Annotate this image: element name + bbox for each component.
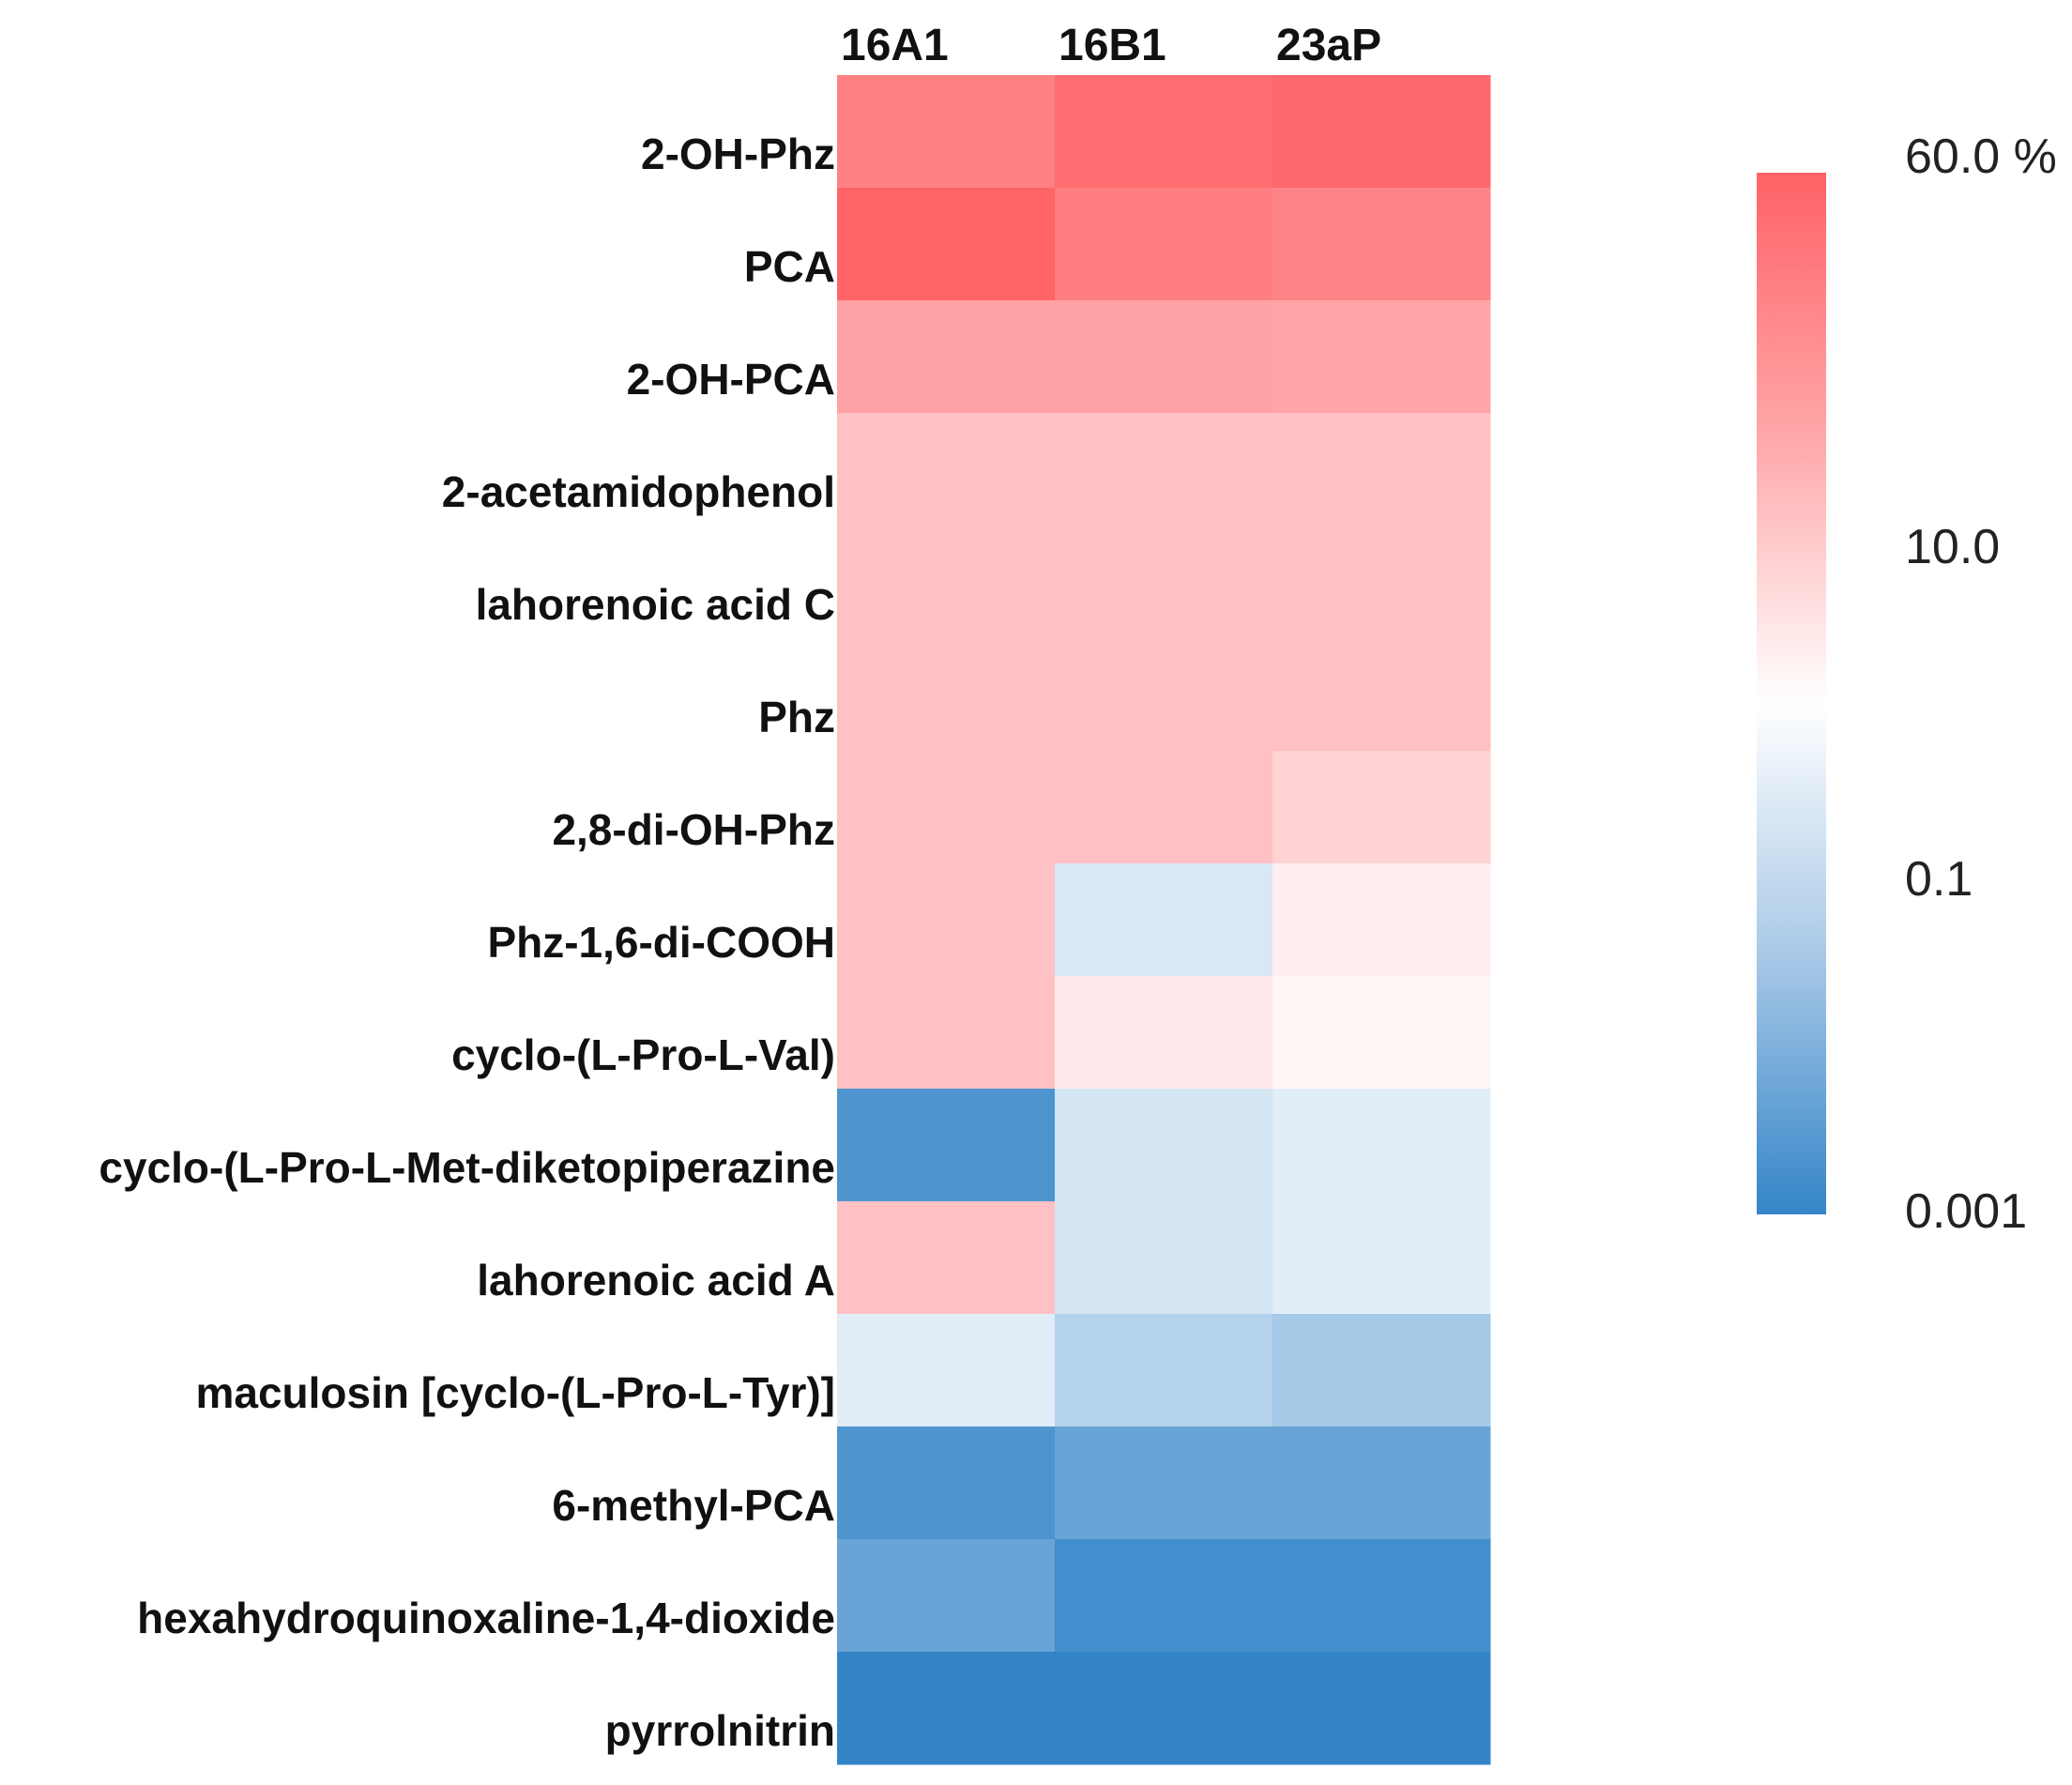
row-label: 2-OH-Phz: [641, 130, 835, 178]
heatmap-cell: [837, 638, 1056, 752]
heatmap-cell: [1272, 300, 1491, 414]
column-label: 16A1: [841, 21, 949, 70]
heatmap-cell: [1055, 1652, 1273, 1765]
colorbar: [1757, 173, 1826, 1214]
heatmap-cell: [1272, 188, 1491, 301]
heatmap-cell: [837, 300, 1056, 414]
colorbar-gradient: [1757, 173, 1826, 1214]
heatmap-cell: [1272, 413, 1491, 526]
heatmap-cell: [837, 976, 1056, 1090]
heatmap-cell: [1055, 1201, 1273, 1315]
heatmap-cell: [1272, 1539, 1491, 1653]
heatmap-cell: [1272, 976, 1491, 1090]
heatmap-cell: [1055, 1426, 1273, 1540]
heatmap-cell: [1055, 413, 1273, 526]
heatmap-cell: [1272, 1201, 1491, 1315]
heatmap-cell: [1272, 1426, 1491, 1540]
heatmap-cell: [1055, 188, 1273, 301]
heatmap-cell: [837, 1426, 1056, 1540]
heatmap-cell: [1055, 976, 1273, 1090]
column-label: 16B1: [1059, 21, 1166, 70]
row-label: 2,8-di-OH-Phz: [552, 805, 835, 854]
heatmap-cell: [1055, 526, 1273, 639]
heatmap-cell: [1272, 1652, 1491, 1765]
heatmap-cell: [837, 75, 1056, 189]
heatmap-cell: [837, 751, 1056, 864]
heatmap-cell: [1055, 300, 1273, 414]
heatmap-cell: [1272, 638, 1491, 752]
heatmap-cell: [1272, 751, 1491, 864]
heatmap-cell: [837, 863, 1056, 977]
column-label: 23aP: [1276, 21, 1381, 70]
row-label: maculosin [cyclo-(L-Pro-L-Tyr)]: [195, 1368, 835, 1417]
heatmap-cell: [837, 1539, 1056, 1653]
row-label: 6-methyl-PCA: [552, 1481, 835, 1530]
heatmap-cell: [1055, 1089, 1273, 1202]
row-label: lahorenoic acid A: [477, 1256, 835, 1304]
heatmap-cell: [837, 526, 1056, 639]
heatmap-cell: [1272, 526, 1491, 639]
row-label: cyclo-(L-Pro-L-Val): [451, 1030, 835, 1079]
column-labels: 16A1 16B1 23aP: [841, 21, 1381, 70]
row-label: 2-OH-PCA: [627, 355, 835, 404]
row-label: lahorenoic acid C: [476, 580, 835, 629]
row-label: PCA: [744, 242, 835, 291]
heatmap-cell: [1055, 1539, 1273, 1653]
colorbar-tick-label: 60.0 %: [1905, 130, 2057, 184]
heatmap-cell: [1272, 1314, 1491, 1427]
row-label: Phz-1,6-di-COOH: [487, 918, 835, 967]
heatmap-cell: [1272, 1089, 1491, 1202]
colorbar-tick-label: 0.001: [1905, 1184, 2027, 1239]
heatmap-cell: [1272, 863, 1491, 977]
heatmap-cell: [1055, 751, 1273, 864]
row-label: 2-acetamidophenol: [442, 467, 835, 516]
heatmap-cell: [837, 413, 1056, 526]
colorbar-tick-label: 10.0: [1905, 520, 2000, 574]
heatmap-cell: [837, 188, 1056, 301]
colorbar-tick-label: 0.1: [1905, 852, 1973, 907]
heatmap-cell: [837, 1089, 1056, 1202]
row-label: Phz: [758, 693, 835, 741]
heatmap-cell: [1272, 75, 1491, 189]
heatmap-cell: [1055, 863, 1273, 977]
row-labels: 2-OH-Phz PCA 2-OH-PCA 2-acetamidophenol laho…: [99, 130, 835, 1755]
heatmap-cell: [837, 1201, 1056, 1315]
heatmap-cell: [1055, 1314, 1273, 1427]
heatmap-cell: [837, 1314, 1056, 1427]
colorbar-labels: 60.0 % 10.0 0.1 0.001: [1905, 130, 2057, 1239]
heatmap-cell: [1055, 75, 1273, 189]
heatmap-cell: [837, 1652, 1056, 1765]
row-label: cyclo-(L-Pro-L-Met-diketopiperazine: [99, 1143, 835, 1192]
row-label: pyrrolnitrin: [605, 1706, 835, 1755]
heatmap-cells: [837, 75, 1491, 1765]
row-label: hexahydroquinoxaline-1,4-dioxide: [137, 1594, 835, 1642]
heatmap-cell: [1055, 638, 1273, 752]
